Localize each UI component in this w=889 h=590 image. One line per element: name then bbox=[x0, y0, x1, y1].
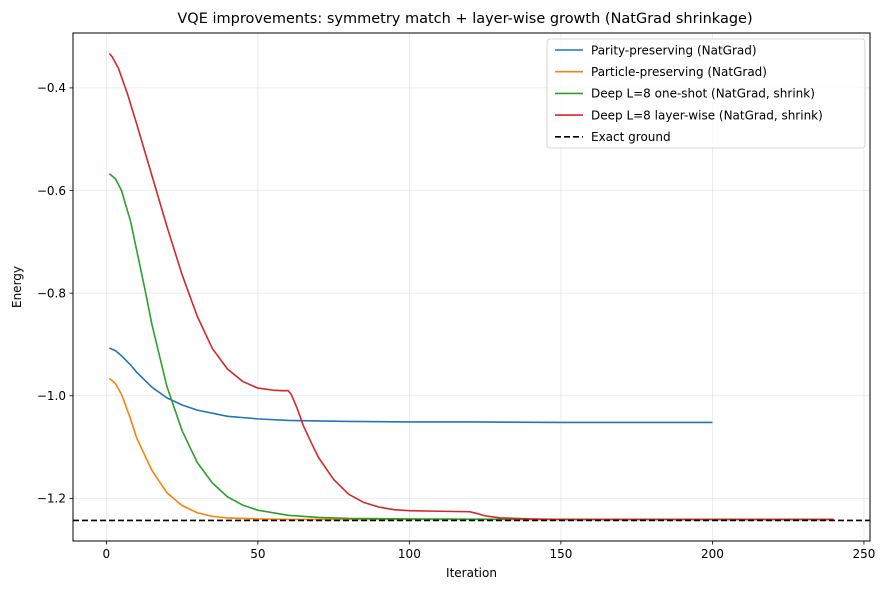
legend-label: Deep L=8 one-shot (NatGrad, shrink) bbox=[591, 87, 815, 101]
plot-area-frame bbox=[72, 32, 871, 542]
x-tick-label: 50 bbox=[250, 547, 265, 561]
series-line-4 bbox=[108, 53, 834, 521]
x-tick-label: 100 bbox=[398, 547, 421, 561]
axis-ticks: 0 50 100 150 200 250 −1.2 −1.0 −0.8 −0.6 −0.4 bbox=[37, 81, 876, 561]
y-tick-label: −0.4 bbox=[37, 81, 66, 95]
x-tick-label: 0 bbox=[103, 547, 111, 561]
x-tick-label: 250 bbox=[852, 547, 875, 561]
y-tick-label: −0.6 bbox=[37, 184, 66, 198]
legend: Parity-preserving (NatGrad) Particle-pres… bbox=[546, 38, 866, 149]
y-tick-label: −0.8 bbox=[37, 286, 66, 300]
x-tick-label: 150 bbox=[549, 547, 572, 561]
legend-label: Exact ground bbox=[591, 130, 671, 144]
y-tick-label: −1.2 bbox=[37, 492, 66, 506]
y-axis-label: Energy bbox=[10, 266, 24, 308]
x-tick-label: 200 bbox=[701, 547, 724, 561]
legend-box bbox=[546, 38, 866, 149]
series-line-1 bbox=[109, 347, 713, 424]
series-line-3 bbox=[108, 172, 834, 521]
chart-title: VQE improvements: symmetry match + layer… bbox=[177, 11, 752, 27]
legend-label: Parity-preserving (NatGrad) bbox=[591, 43, 757, 57]
legend-label: Particle-preserving (NatGrad) bbox=[591, 65, 767, 79]
x-axis-label: Iteration bbox=[446, 566, 497, 580]
plot-lines bbox=[73, 53, 870, 522]
legend-label: Deep L=8 layer-wise (NatGrad, shrink) bbox=[591, 108, 823, 122]
y-tick-label: −1.0 bbox=[37, 389, 66, 403]
